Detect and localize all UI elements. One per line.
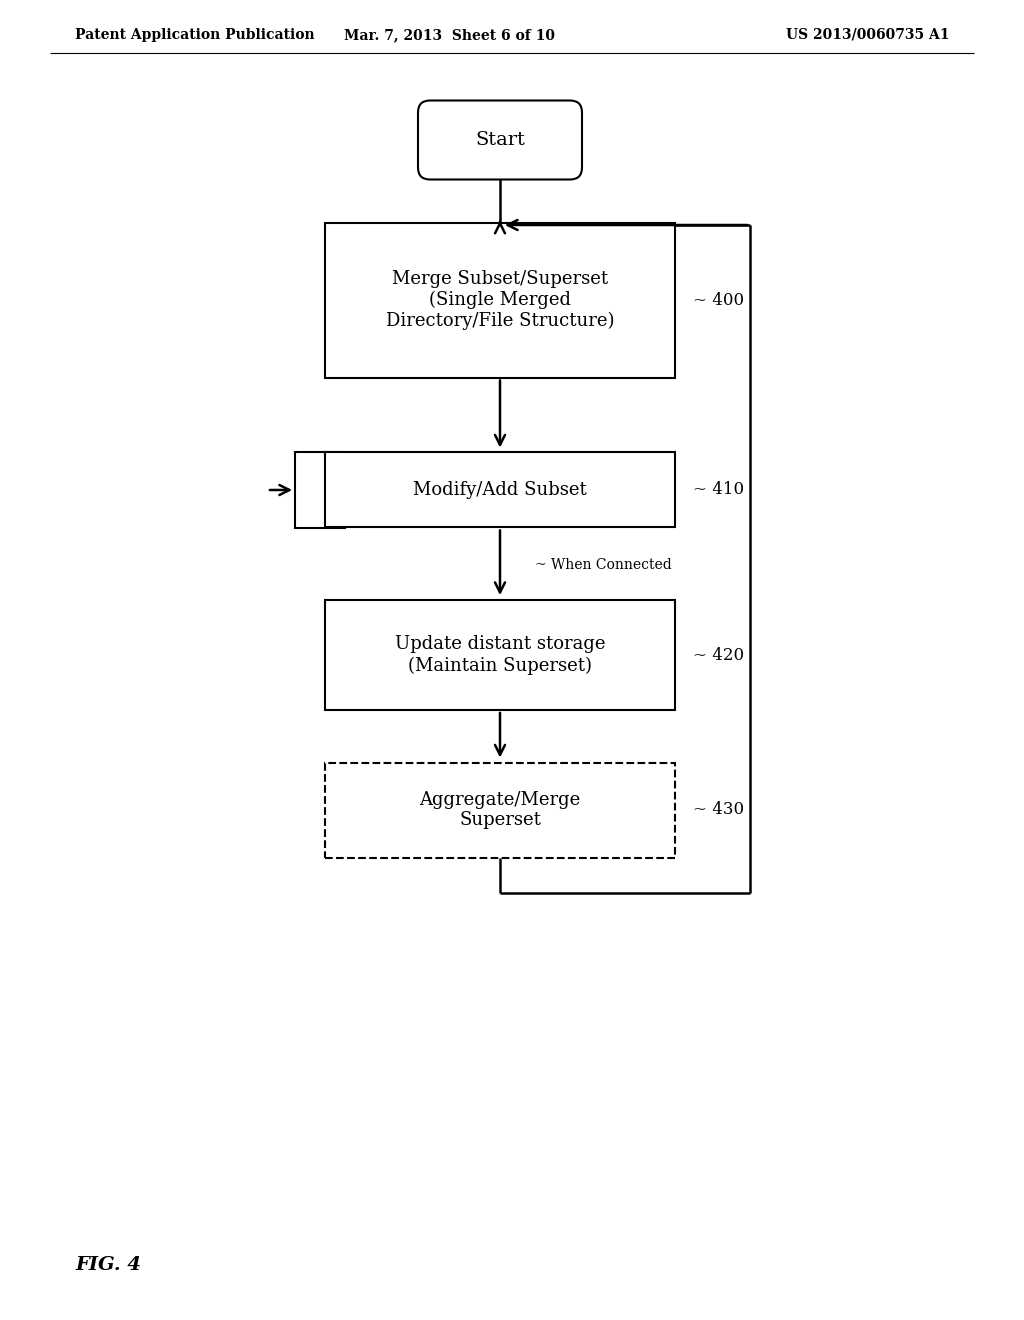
Text: US 2013/0060735 A1: US 2013/0060735 A1 [786, 28, 950, 42]
Text: Merge Subset/Superset
(Single Merged
Directory/File Structure): Merge Subset/Superset (Single Merged Dir… [386, 269, 614, 330]
Text: ~ 420: ~ 420 [693, 647, 744, 664]
Text: ~ 430: ~ 430 [693, 801, 744, 818]
Text: Patent Application Publication: Patent Application Publication [75, 28, 314, 42]
Text: Mar. 7, 2013  Sheet 6 of 10: Mar. 7, 2013 Sheet 6 of 10 [344, 28, 555, 42]
Bar [325, 223, 675, 378]
FancyBboxPatch shape [418, 100, 582, 180]
Text: Modify/Add Subset: Modify/Add Subset [413, 480, 587, 499]
Text: Start: Start [475, 131, 525, 149]
Text: ~ When Connected: ~ When Connected [535, 558, 672, 572]
Text: ~ 400: ~ 400 [693, 292, 744, 309]
Text: ~ 410: ~ 410 [693, 482, 744, 499]
Bar [295, 453, 345, 528]
Bar [325, 763, 675, 858]
Text: Update distant storage
(Maintain Superset): Update distant storage (Maintain Superse… [394, 635, 605, 675]
Bar [325, 601, 675, 710]
Text: FIG. 4: FIG. 4 [75, 1257, 141, 1274]
Bar [325, 453, 675, 528]
Text: Aggregate/Merge
Superset: Aggregate/Merge Superset [420, 791, 581, 829]
